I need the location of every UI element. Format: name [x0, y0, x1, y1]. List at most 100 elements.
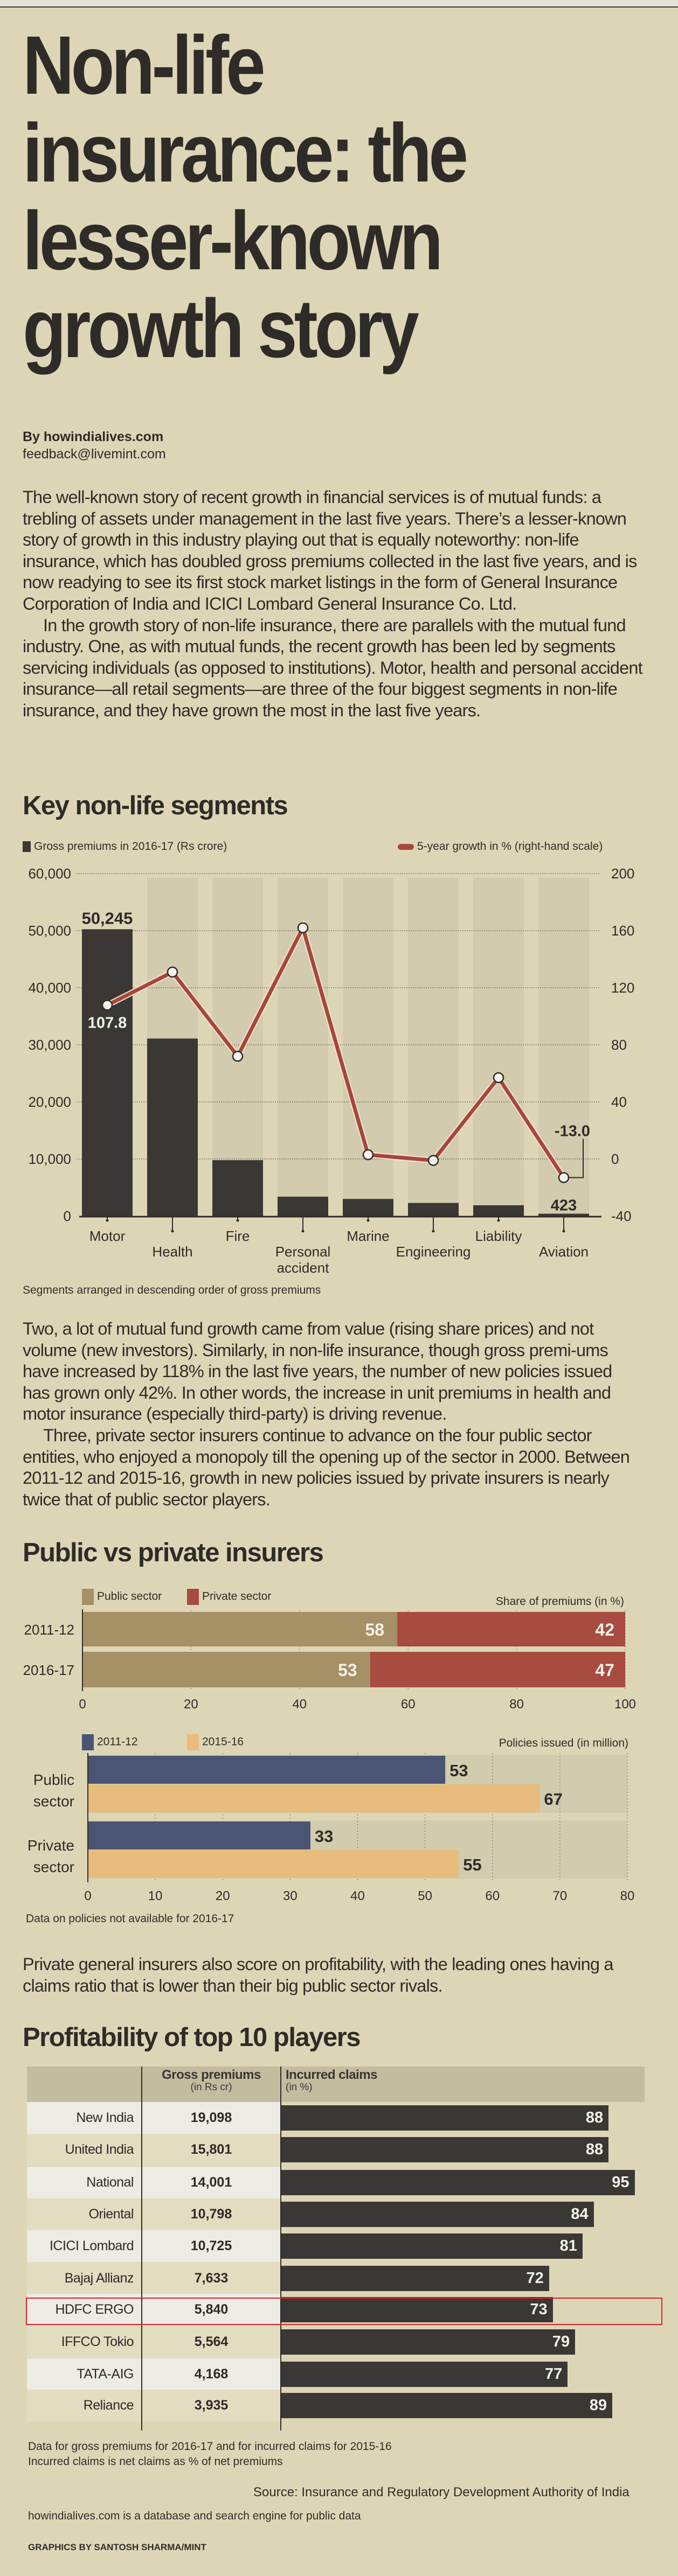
category-label: Motor [89, 1228, 126, 1244]
bar-public-2011-12 [82, 1612, 398, 1646]
legend-label: 5-year growth in % (right-hand scale) [417, 840, 603, 853]
headline-line: growth story [23, 282, 419, 375]
bar-incurred-claims: 79 [281, 2329, 576, 2355]
about-note[interactable]: howindialives.com is a database and sear… [28, 2510, 361, 2522]
bar-2015-16-public-sector [88, 1784, 540, 1812]
growth-point-motor [101, 1000, 113, 1011]
category-tick-dot [171, 1230, 174, 1233]
cell-gross-premium: 5,840 [142, 2294, 280, 2326]
bar-2015-16-private-sector [88, 1850, 459, 1878]
cell-gross-premium: 19,098 [142, 2102, 280, 2134]
legend-growth: 5-year growth in % (right-hand scale) [398, 840, 603, 853]
chart-note-policies: Data on policies not available for 2016-… [26, 1912, 234, 1925]
legend-swatch-public [82, 1589, 94, 1605]
share-subtitle: Share of premiums (in %) [495, 1595, 624, 1608]
profit-text: Private general insurers also score on p… [23, 1954, 642, 1996]
headline: Non-life insurance: the lesser-known gro… [23, 22, 642, 373]
data-label-private: 42 [595, 1620, 614, 1639]
data-label: 53 [449, 1761, 468, 1780]
column-shade [538, 878, 589, 1216]
page-top-strip [0, 0, 678, 6]
category-label: Private [27, 1837, 74, 1854]
growth-line [106, 923, 565, 1179]
category-label: 2016-17 [23, 1662, 74, 1678]
byline-author: By howindialives.com [23, 429, 164, 444]
bar-fire [212, 1160, 263, 1216]
column-header-unit: (in Rs cr) [190, 2082, 232, 2093]
data-label-claims: 88 [585, 2141, 604, 2158]
data-label-public: 58 [365, 1620, 384, 1639]
data-label: 55 [463, 1855, 481, 1874]
y-tick-right: 80 [611, 1037, 627, 1053]
category-tick-dot [432, 1230, 435, 1233]
legend-private-sector: Private sector [187, 1589, 271, 1605]
y-tick-left: 0 [64, 1208, 71, 1224]
bar-private-2011-12 [397, 1612, 625, 1646]
bar-incurred-claims: 88 [281, 2105, 609, 2131]
share-of-premiums-chart: 0 20 40 60 80 100 58 42 2011-12 53 47 2016-17 [23, 1609, 636, 1712]
paragraph: Two, a lot of mutual fund growth came fr… [23, 1319, 612, 1424]
key-segments-chart: 60,000 200 50,000 160 40,000 120 30,000 80 20,00… [28, 865, 634, 1276]
cell-player-name: IFFCO Tokio [27, 2326, 141, 2358]
category-tick-dot [301, 1230, 305, 1233]
y-tick-right: 0 [611, 1151, 619, 1167]
column-shade [473, 878, 524, 1216]
bar-aviation [538, 1213, 589, 1216]
source-note: Source: Insurance and Regulatory Develop… [253, 2485, 629, 2500]
headline-line: Non-life [23, 19, 266, 111]
y-tick-left: 40,000 [28, 980, 71, 996]
y-tick-left: 30,000 [28, 1037, 71, 1053]
legend-2011-12: 2011-12 [82, 1734, 138, 1750]
column-shade [343, 878, 393, 1216]
category-label: Personal [275, 1244, 331, 1260]
middle-text: Two, a lot of mutual fund growth came fr… [23, 1318, 642, 1510]
category-label: 2011-12 [24, 1622, 75, 1638]
x-tick: 60 [485, 1889, 500, 1903]
data-label-claims: 88 [585, 2109, 604, 2126]
x-tick: 20 [216, 1889, 230, 1903]
category-label: sector [33, 1793, 74, 1810]
aviation-leader-line [569, 1139, 584, 1178]
data-label-claims: 81 [559, 2237, 577, 2254]
paragraph: Private general insurers also score on p… [23, 1954, 613, 1995]
byline-email[interactable]: feedback@livemint.com [23, 446, 166, 462]
category-label: Fire [226, 1228, 250, 1244]
table-row: IFFCO Tokio 5,564 79 [27, 2326, 645, 2358]
x-tick: 80 [620, 1889, 635, 1903]
column-header-label: Gross premiums [162, 2068, 261, 2082]
category-label: accident [277, 1260, 330, 1276]
legend-swatch-private [187, 1589, 199, 1605]
category-tick-dot [366, 1219, 370, 1222]
column-header-premiums: Gross premiums (in Rs cr) [142, 2068, 280, 2093]
growth-point-personal-accident [297, 922, 309, 933]
data-label-aviation-premium: 423 [551, 1197, 577, 1214]
x-tick: 20 [184, 1697, 198, 1712]
category-tick-dot [562, 1230, 565, 1233]
bar-health [147, 1038, 198, 1216]
x-tick: 30 [283, 1889, 298, 1903]
cell-player-name: ICICI Lombard [27, 2230, 141, 2262]
cell-gross-premium: 4,168 [142, 2358, 280, 2390]
cell-player-name: Bajaj Allianz [27, 2263, 141, 2294]
data-label-motor-premium: 50,245 [82, 909, 133, 927]
category-tick-dot [106, 1219, 109, 1222]
cell-gross-premium: 10,725 [142, 2230, 280, 2262]
category-tick-dot [236, 1219, 239, 1222]
legend-swatch-blue [82, 1734, 94, 1750]
bar-incurred-claims: 84 [281, 2202, 594, 2227]
legend-label: Gross premiums in 2016-17 (Rs crore) [34, 840, 227, 853]
policies-subtitle: Policies issued (in million) [499, 1737, 628, 1749]
paragraph: The well-known story of recent growth in… [23, 487, 637, 613]
column-header-claims: Incurred claims (in %) [286, 2068, 377, 2093]
data-label: 33 [315, 1827, 333, 1846]
bar-private-2016-17 [370, 1652, 625, 1687]
x-tick: 70 [553, 1889, 568, 1903]
cell-gross-premium: 7,633 [142, 2263, 280, 2294]
category-label: Public [33, 1771, 74, 1788]
legend-label: 2011-12 [97, 1735, 138, 1748]
category-label: Marine [347, 1228, 389, 1244]
y-tick-left: 60,000 [28, 865, 71, 882]
cell-gross-premium: 3,935 [142, 2390, 280, 2421]
table-row: ICICI Lombard 10,725 81 [27, 2230, 645, 2262]
growth-point-aviation [558, 1172, 570, 1183]
